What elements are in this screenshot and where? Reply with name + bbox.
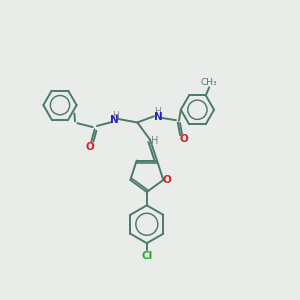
Text: CH₃: CH₃ [201,78,217,87]
Text: O: O [162,175,171,185]
Text: H: H [152,136,159,146]
Text: N: N [154,112,163,122]
Text: H: H [112,111,119,120]
Text: Cl: Cl [141,251,152,261]
Text: O: O [85,142,94,152]
Text: N: N [110,115,118,125]
Text: O: O [179,134,188,144]
Text: H: H [154,107,160,116]
